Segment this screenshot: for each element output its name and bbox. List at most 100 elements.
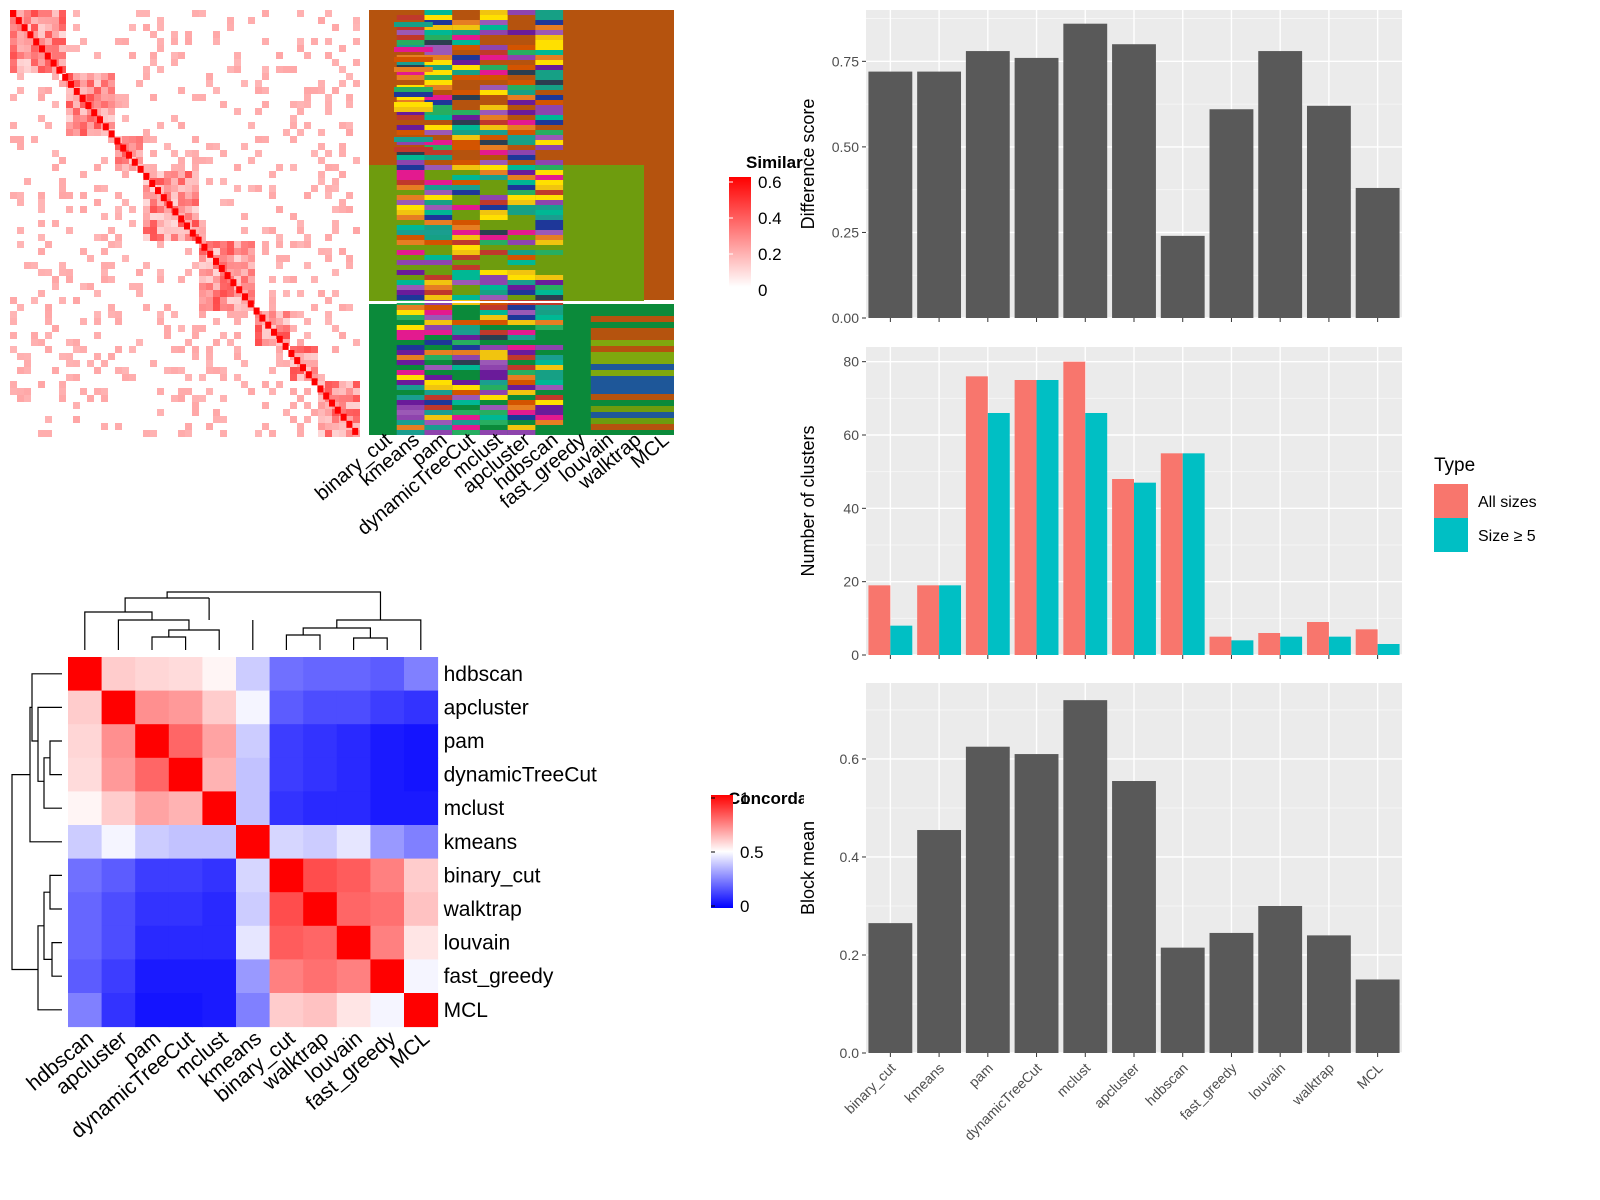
similarity-cell xyxy=(45,66,52,73)
similarity-cell xyxy=(185,199,192,206)
similarity-cell xyxy=(122,374,129,381)
similarity-cell xyxy=(269,297,276,304)
similarity-cell xyxy=(255,150,262,157)
similarity-cell xyxy=(339,423,346,430)
strip-cell xyxy=(396,60,425,65)
strip-cell xyxy=(479,160,508,165)
strip-cell xyxy=(452,360,480,365)
similarity-cell xyxy=(262,318,269,325)
similarity-cell xyxy=(269,192,276,199)
concordance-cell xyxy=(269,825,304,860)
similarity-cell xyxy=(206,178,213,185)
strip-cell xyxy=(507,315,536,320)
strip-cell xyxy=(396,130,425,135)
y-tick-label: 0.75 xyxy=(832,53,859,69)
concordance-cell xyxy=(370,925,405,960)
bar-walktrap-all-sizes xyxy=(1306,622,1329,655)
similarity-cell xyxy=(59,66,66,73)
bar-mclust xyxy=(1063,23,1108,318)
similarity-cell xyxy=(94,73,101,80)
similarity-cell xyxy=(80,318,87,325)
strip-cell xyxy=(507,375,536,380)
similarity-cell xyxy=(129,150,136,157)
strip-cell xyxy=(479,410,508,415)
similarity-cell xyxy=(94,290,101,297)
similarity-cell xyxy=(150,171,157,178)
dendrogram-branch xyxy=(151,636,187,650)
strip-cell xyxy=(507,110,536,115)
similarity-cell xyxy=(185,206,192,213)
similarity-cell xyxy=(143,304,150,311)
similarity-cell xyxy=(290,402,297,409)
similarity-cell xyxy=(24,262,31,269)
similarity-cell xyxy=(332,381,339,388)
bar-walktrap xyxy=(1306,935,1351,1053)
y-tick-label: 20 xyxy=(843,574,859,590)
similarity-cell xyxy=(290,416,297,423)
similarity-cell xyxy=(143,178,150,185)
strip-cell xyxy=(452,225,480,230)
similarity-cell xyxy=(227,297,234,304)
similarity-cell xyxy=(304,87,311,94)
strip-cell xyxy=(394,137,433,142)
similarity-cell xyxy=(248,283,255,290)
similarity-cell xyxy=(241,248,248,255)
similarity-cell xyxy=(10,59,17,66)
similarity-cell xyxy=(185,423,192,430)
similarity-cell xyxy=(213,248,220,255)
strip-cell xyxy=(452,25,480,30)
similarity-cell xyxy=(101,129,108,136)
strip-cell xyxy=(452,430,480,435)
similarity-cell xyxy=(304,262,311,269)
strip-cell xyxy=(452,65,480,70)
strip-cell xyxy=(507,90,536,95)
similarity-cell xyxy=(353,381,360,388)
similarity-cell xyxy=(269,171,276,178)
strip-cell xyxy=(424,415,453,420)
strip-cell xyxy=(535,95,564,100)
similarity-cell xyxy=(234,52,241,59)
similarity-diagonal-cell xyxy=(62,73,69,81)
similarity-cell xyxy=(339,248,346,255)
strip-cell xyxy=(535,105,564,110)
similarity-cell xyxy=(66,227,73,234)
strip-cell xyxy=(452,125,480,130)
similarity-cell xyxy=(171,185,178,192)
strip-cell xyxy=(424,80,453,85)
strip-cell xyxy=(590,322,674,328)
similarity-cell xyxy=(164,206,171,213)
strip-cell xyxy=(452,70,480,75)
strip-cell xyxy=(507,170,536,175)
strip-cell xyxy=(424,185,453,190)
concordance-cell xyxy=(236,959,271,994)
similarity-cell xyxy=(213,297,220,304)
strip-cell xyxy=(507,390,536,395)
similarity-cell xyxy=(143,430,150,437)
similarity-cell xyxy=(80,108,87,115)
similarity-cell xyxy=(304,416,311,423)
strip-cell xyxy=(535,25,564,30)
similarity-cell xyxy=(290,241,297,248)
similarity-cell xyxy=(150,59,157,66)
similarity-cell xyxy=(199,255,206,262)
similarity-cell xyxy=(17,199,24,206)
concordance-cell xyxy=(303,690,338,725)
similarity-cell xyxy=(192,213,199,220)
similarity-cell xyxy=(157,276,164,283)
strip-cell xyxy=(424,240,453,245)
strip-cell xyxy=(507,350,536,355)
concordance-cell xyxy=(236,925,271,960)
concordance-cell xyxy=(236,858,271,893)
strip-cell xyxy=(452,40,480,45)
similarity-cell xyxy=(108,276,115,283)
similarity-cell xyxy=(178,388,185,395)
similarity-cell xyxy=(241,227,248,234)
strip-cell xyxy=(507,305,536,310)
similarity-cell xyxy=(353,395,360,402)
similarity-cell xyxy=(38,269,45,276)
strip-cell xyxy=(507,285,536,290)
similarity-cell xyxy=(220,178,227,185)
strip-cell xyxy=(396,125,425,130)
similarity-cell xyxy=(31,339,38,346)
similarity-cell xyxy=(10,17,17,24)
